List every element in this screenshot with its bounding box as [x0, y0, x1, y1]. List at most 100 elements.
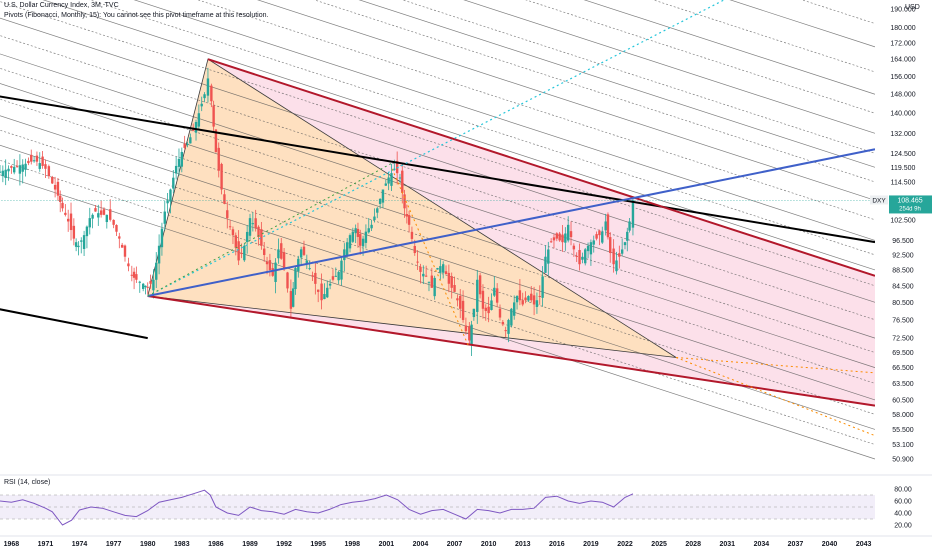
- dxy-price-tag-bg[interactable]: [889, 195, 932, 214]
- time-axis[interactable]: 1968 1971 1974 1977 1980 1983 1986 1989 1992 1995…: [0, 535, 932, 548]
- time-axis-label: 2028: [685, 541, 701, 548]
- candle-body: [405, 213, 409, 217]
- candle-body: [361, 238, 365, 247]
- candle-body: [337, 271, 340, 281]
- channel-line: [401, 0, 876, 154]
- candle-body: [53, 184, 57, 190]
- dxy-symbol-tag-bg[interactable]: [870, 195, 888, 205]
- candle-body: [220, 163, 223, 190]
- candle-body: [370, 224, 373, 229]
- candle-body: [566, 224, 570, 241]
- candle-body: [521, 300, 524, 305]
- price-axis-label: 190.000: [890, 6, 915, 13]
- green-dotted-line[interactable]: [147, 162, 393, 297]
- time-axis-label: 1983: [174, 541, 190, 548]
- candles-group: [0, 67, 635, 357]
- price-axis-label: 156.000: [890, 74, 915, 81]
- price-axis-label: 102.500: [890, 217, 915, 224]
- candle-body: [476, 279, 479, 312]
- candle-body: [498, 308, 502, 318]
- candle-body: [88, 218, 91, 228]
- candle-body: [189, 137, 192, 144]
- candle-body: [32, 160, 36, 162]
- candle-body: [413, 245, 416, 254]
- candle-body: [461, 300, 465, 320]
- candle-body: [177, 158, 181, 167]
- candle-body: [601, 231, 604, 243]
- candle-body: [472, 308, 476, 318]
- pivots-legend[interactable]: Pivots (Fibonacci, Monthly, 15): You can…: [4, 12, 269, 19]
- candle-body: [234, 235, 237, 248]
- channel-line: [0, 98, 876, 384]
- orange-dotted-c[interactable]: [391, 168, 469, 346]
- candle-body: [628, 221, 631, 231]
- candle-body: [381, 189, 385, 203]
- candle-body: [518, 290, 522, 301]
- candle-body: [584, 249, 587, 264]
- candle-body: [558, 233, 561, 241]
- candle-body: [544, 256, 547, 273]
- trendline-red-lower[interactable]: [147, 295, 876, 407]
- channel-line: [0, 129, 876, 415]
- candle-body: [289, 291, 293, 309]
- candle-body: [77, 245, 80, 248]
- orange-dotted-a[interactable]: [676, 357, 876, 374]
- candle-body: [422, 273, 425, 277]
- candle-body: [237, 241, 240, 261]
- rsi-pane: 80.00 60.00 40.00 20.00: [0, 474, 932, 530]
- price-axis-label: 148.000: [890, 92, 915, 99]
- candle-body: [141, 283, 145, 289]
- price-axis[interactable]: 190.000 180.000 172.000 164.000 156.000 148.0…: [875, 0, 932, 550]
- candle-body: [530, 293, 533, 301]
- trendline-blue-upward[interactable]: [147, 148, 876, 298]
- candle-body: [549, 241, 553, 243]
- channel-line: [729, 0, 876, 48]
- time-axis-label: 2004: [413, 541, 429, 548]
- candle-body: [450, 276, 453, 288]
- candle-body: [464, 325, 468, 332]
- rsi-title[interactable]: RSI (14, close): [4, 479, 51, 486]
- trendline-black-lower[interactable]: [0, 296, 148, 340]
- candle-body: [206, 78, 210, 96]
- candle-body: [231, 229, 235, 236]
- candle-body: [135, 274, 138, 280]
- candle-body: [592, 240, 595, 245]
- time-axis-label: 2010: [481, 541, 497, 548]
- candle-body: [69, 213, 73, 231]
- candle-body: [286, 272, 289, 289]
- symbol-title[interactable]: U.S. Dollar Currency Index, 3M, TVC: [4, 2, 119, 9]
- price-axis-label: 119.500: [891, 165, 916, 172]
- time-axis-label: 2007: [447, 541, 463, 548]
- candle-body: [7, 168, 10, 172]
- trendline-red-upper[interactable]: [207, 58, 876, 277]
- candle-body: [532, 295, 536, 305]
- price-axis-label: 60.500: [892, 397, 914, 404]
- trendline-black-upper[interactable]: [0, 85, 876, 244]
- orange-dotted-b[interactable]: [675, 357, 876, 437]
- candle-body: [487, 306, 490, 314]
- candle-body: [80, 240, 83, 242]
- price-axis-label: 140.000: [890, 111, 915, 118]
- rsi-line[interactable]: [0, 489, 634, 526]
- candle-body: [623, 242, 627, 246]
- rsi-axis-label: 80.00: [894, 487, 912, 494]
- candle-body: [615, 260, 618, 272]
- candle-body: [527, 296, 530, 301]
- candle-body: [112, 219, 115, 225]
- currency-label: USD: [905, 4, 920, 11]
- candle-body: [282, 252, 286, 269]
- candle-body: [504, 330, 507, 332]
- candle-body: [547, 249, 550, 264]
- teal-dotted-projection[interactable]: [147, 0, 728, 297]
- time-axis-label: 2025: [651, 541, 667, 548]
- candle-body: [453, 285, 456, 292]
- candle-body: [59, 195, 62, 202]
- channel-line: [0, 68, 876, 353]
- candle-body: [552, 237, 556, 241]
- candle-body: [581, 256, 584, 260]
- candle-body: [535, 300, 539, 307]
- candle-body: [444, 271, 448, 274]
- candle-body: [118, 236, 121, 239]
- candle-body: [427, 281, 431, 283]
